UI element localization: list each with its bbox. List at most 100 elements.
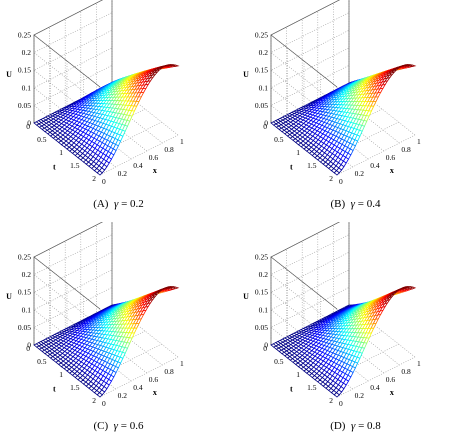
box-edge-top: [33, 222, 104, 310]
x-tick-label: 0.2: [355, 391, 365, 400]
x-tick-label: 0.4: [370, 383, 380, 392]
caption-label: (A): [93, 198, 109, 210]
surface-plot-a: 00.050.10.150.20.2500.20.40.60.8100.511.…: [6, 0, 184, 186]
z-tick-label: 0.2: [22, 270, 32, 279]
z-tick-label: 0.1: [259, 83, 269, 92]
box-edge-top: [270, 0, 341, 88]
z-tick-label: 0.05: [255, 323, 268, 332]
z-axis-label: U: [243, 292, 249, 301]
x-tick-label: 0.6: [149, 375, 159, 384]
t-tick-label: 0: [263, 344, 267, 353]
caption-eq: =: [118, 198, 131, 210]
x-tick-label: 0.6: [386, 375, 396, 384]
t-tick-label: 0.5: [274, 357, 284, 366]
t-axis-label: t: [290, 163, 293, 172]
x-axis-label: x: [390, 388, 394, 397]
z-tick-label: 0.25: [255, 253, 268, 262]
caption-eq: =: [118, 420, 130, 432]
x-tick-label: 1: [417, 359, 421, 368]
x-tick-label: 1: [417, 137, 421, 146]
t-tick-label: 1: [296, 148, 300, 157]
x-tick-label: 0.8: [401, 145, 411, 154]
caption-eq: =: [355, 198, 367, 210]
x-tick-label: 0.2: [118, 169, 128, 178]
z-tick-label: 0.15: [18, 288, 31, 297]
t-tick-label: 0: [263, 122, 267, 131]
box-edge-top: [270, 222, 341, 310]
panel-b: 0 0.05 0.1 0.15 0.2 0.25 0 0.2 0.4 0.6 0.8 1 0 0.5 1 1.…: [237, 0, 474, 222]
z-tick-label: 0.1: [22, 305, 32, 314]
t-tick-label: 1.5: [307, 383, 317, 392]
x-tick-label: 0.4: [133, 383, 143, 392]
grid-line-z: [33, 222, 103, 310]
z-tick-label: 0.25: [18, 31, 31, 40]
z-tick-label: 0.15: [255, 66, 268, 75]
caption-gamma: 0.4: [366, 198, 381, 210]
z-tick-label: 0.1: [22, 83, 32, 92]
t-axis-label: t: [53, 163, 56, 172]
t-tick-label: 1: [59, 370, 63, 379]
z-tick-label: 0.15: [18, 66, 31, 75]
grid-line-z: [270, 222, 340, 310]
t-axis-label: t: [290, 385, 293, 394]
grid-line-z: [33, 12, 113, 105]
caption-label: (D): [330, 420, 346, 432]
t-tick-label: 0.5: [37, 357, 47, 366]
x-tick-label: 0: [102, 177, 106, 186]
z-tick-label: 0.1: [259, 305, 269, 314]
t-tick-label: 2: [92, 396, 96, 405]
t-tick-label: 1: [59, 148, 63, 157]
grid-line-z: [270, 234, 350, 327]
surface-cell: [96, 170, 103, 176]
grid-line-x: [80, 11, 147, 152]
x-axis-label: x: [153, 166, 157, 175]
z-tick-label: 0.25: [255, 31, 268, 40]
z-tick-label: 0.05: [255, 101, 268, 110]
x-tick-label: 0: [339, 177, 343, 186]
caption-eq: =: [355, 420, 368, 432]
grid-line-x: [80, 233, 147, 374]
grid-line-x: [96, 225, 163, 366]
x-tick-label: 1: [180, 137, 184, 146]
caption-a: (A) γ = 0.2: [0, 198, 237, 210]
t-axis-label: t: [53, 385, 56, 394]
z-tick-label: 0.2: [22, 48, 32, 57]
z-tick-label: 0: [27, 341, 31, 350]
t-tick-label: 1: [296, 370, 300, 379]
x-tick-label: 1: [180, 359, 184, 368]
grid-line-z: [270, 0, 340, 88]
z-tick-label: 0: [27, 119, 31, 128]
caption-gamma: 0.8: [367, 420, 381, 432]
x-tick-label: 0.2: [118, 391, 128, 400]
caption-b: (B) γ = 0.4: [237, 198, 474, 210]
surface-plot-d: 00.050.10.150.20.2500.20.40.60.8100.511.…: [243, 222, 421, 408]
z-tick-label: 0.05: [18, 101, 31, 110]
t-tick-label: 2: [329, 174, 333, 183]
t-tick-label: 1.5: [70, 383, 80, 392]
z-axis-label: U: [243, 70, 249, 79]
panel-a: 0 0.05 0.1 0.15 0.2 0.25 0 0.2 0.4 0.6 0.8 1 0 0.5 1 1.…: [0, 0, 237, 222]
grid-line-x: [333, 3, 400, 144]
caption-label: (C): [93, 420, 109, 432]
caption-label: (B): [330, 198, 346, 210]
t-tick-label: 2: [92, 174, 96, 183]
x-tick-label: 0.4: [133, 161, 143, 170]
z-tick-label: 0.2: [259, 48, 269, 57]
z-tick-label: 0: [264, 119, 268, 128]
grid-line-z: [33, 234, 113, 327]
z-tick-label: 0.2: [259, 270, 269, 279]
z-tick-label: 0: [264, 341, 268, 350]
panel-c: 0 0.05 0.1 0.15 0.2 0.25 0 0.2 0.4 0.6 0.8 1 0 0.5 1 1.…: [0, 222, 237, 444]
caption-symbol: γ: [350, 198, 356, 210]
t-tick-label: 2: [329, 396, 333, 405]
grid-line-x: [317, 233, 384, 374]
caption-symbol: γ: [113, 420, 119, 432]
x-axis-label: x: [390, 166, 394, 175]
z-axis-label: U: [6, 292, 12, 301]
z-tick-label: 0.05: [18, 323, 31, 332]
t-tick-label: 0.5: [274, 135, 284, 144]
surface-cell: [333, 170, 340, 176]
t-tick-label: 0: [26, 122, 30, 131]
x-tick-label: 0.2: [355, 169, 365, 178]
x-tick-label: 0.6: [386, 153, 396, 162]
